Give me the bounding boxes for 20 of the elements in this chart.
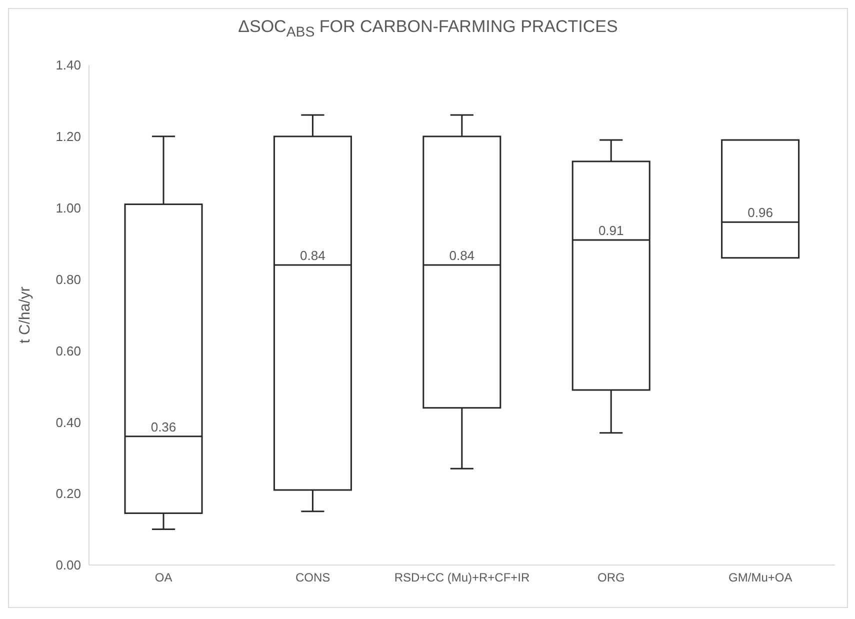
- y-tick-label: 0.80: [56, 272, 81, 287]
- y-tick-label: 1.40: [56, 58, 81, 73]
- x-tick-label: OA: [154, 570, 172, 585]
- y-tick-label: 0.20: [56, 486, 81, 502]
- annotation: 0.36: [150, 419, 176, 434]
- y-tick-label: 0.60: [56, 343, 81, 358]
- annotation: 0.96: [748, 205, 773, 220]
- y-tick-label: 0.40: [56, 414, 81, 430]
- y-tick-label: 1.20: [56, 129, 81, 144]
- annotation: 0.84: [300, 248, 326, 263]
- y-axis-title: t C/ha/yr: [16, 286, 34, 344]
- chart-title: ΔSOC$_{ABS}$ FOR CARBON-FARMING PRACTICES: [237, 16, 619, 42]
- x-tick-label: RSD+CC (Mu)+R+CF+IR: [394, 570, 530, 585]
- annotation: 0.91: [598, 223, 624, 238]
- annotation: 0.84: [449, 248, 475, 263]
- x-tick-label: CONS: [295, 570, 330, 585]
- y-tick-label: 1.00: [56, 200, 81, 216]
- y-tick-label: 0.00: [56, 558, 81, 573]
- x-tick-label: GM/Mu+OA: [728, 570, 792, 585]
- x-tick-label: ORG: [598, 570, 625, 585]
